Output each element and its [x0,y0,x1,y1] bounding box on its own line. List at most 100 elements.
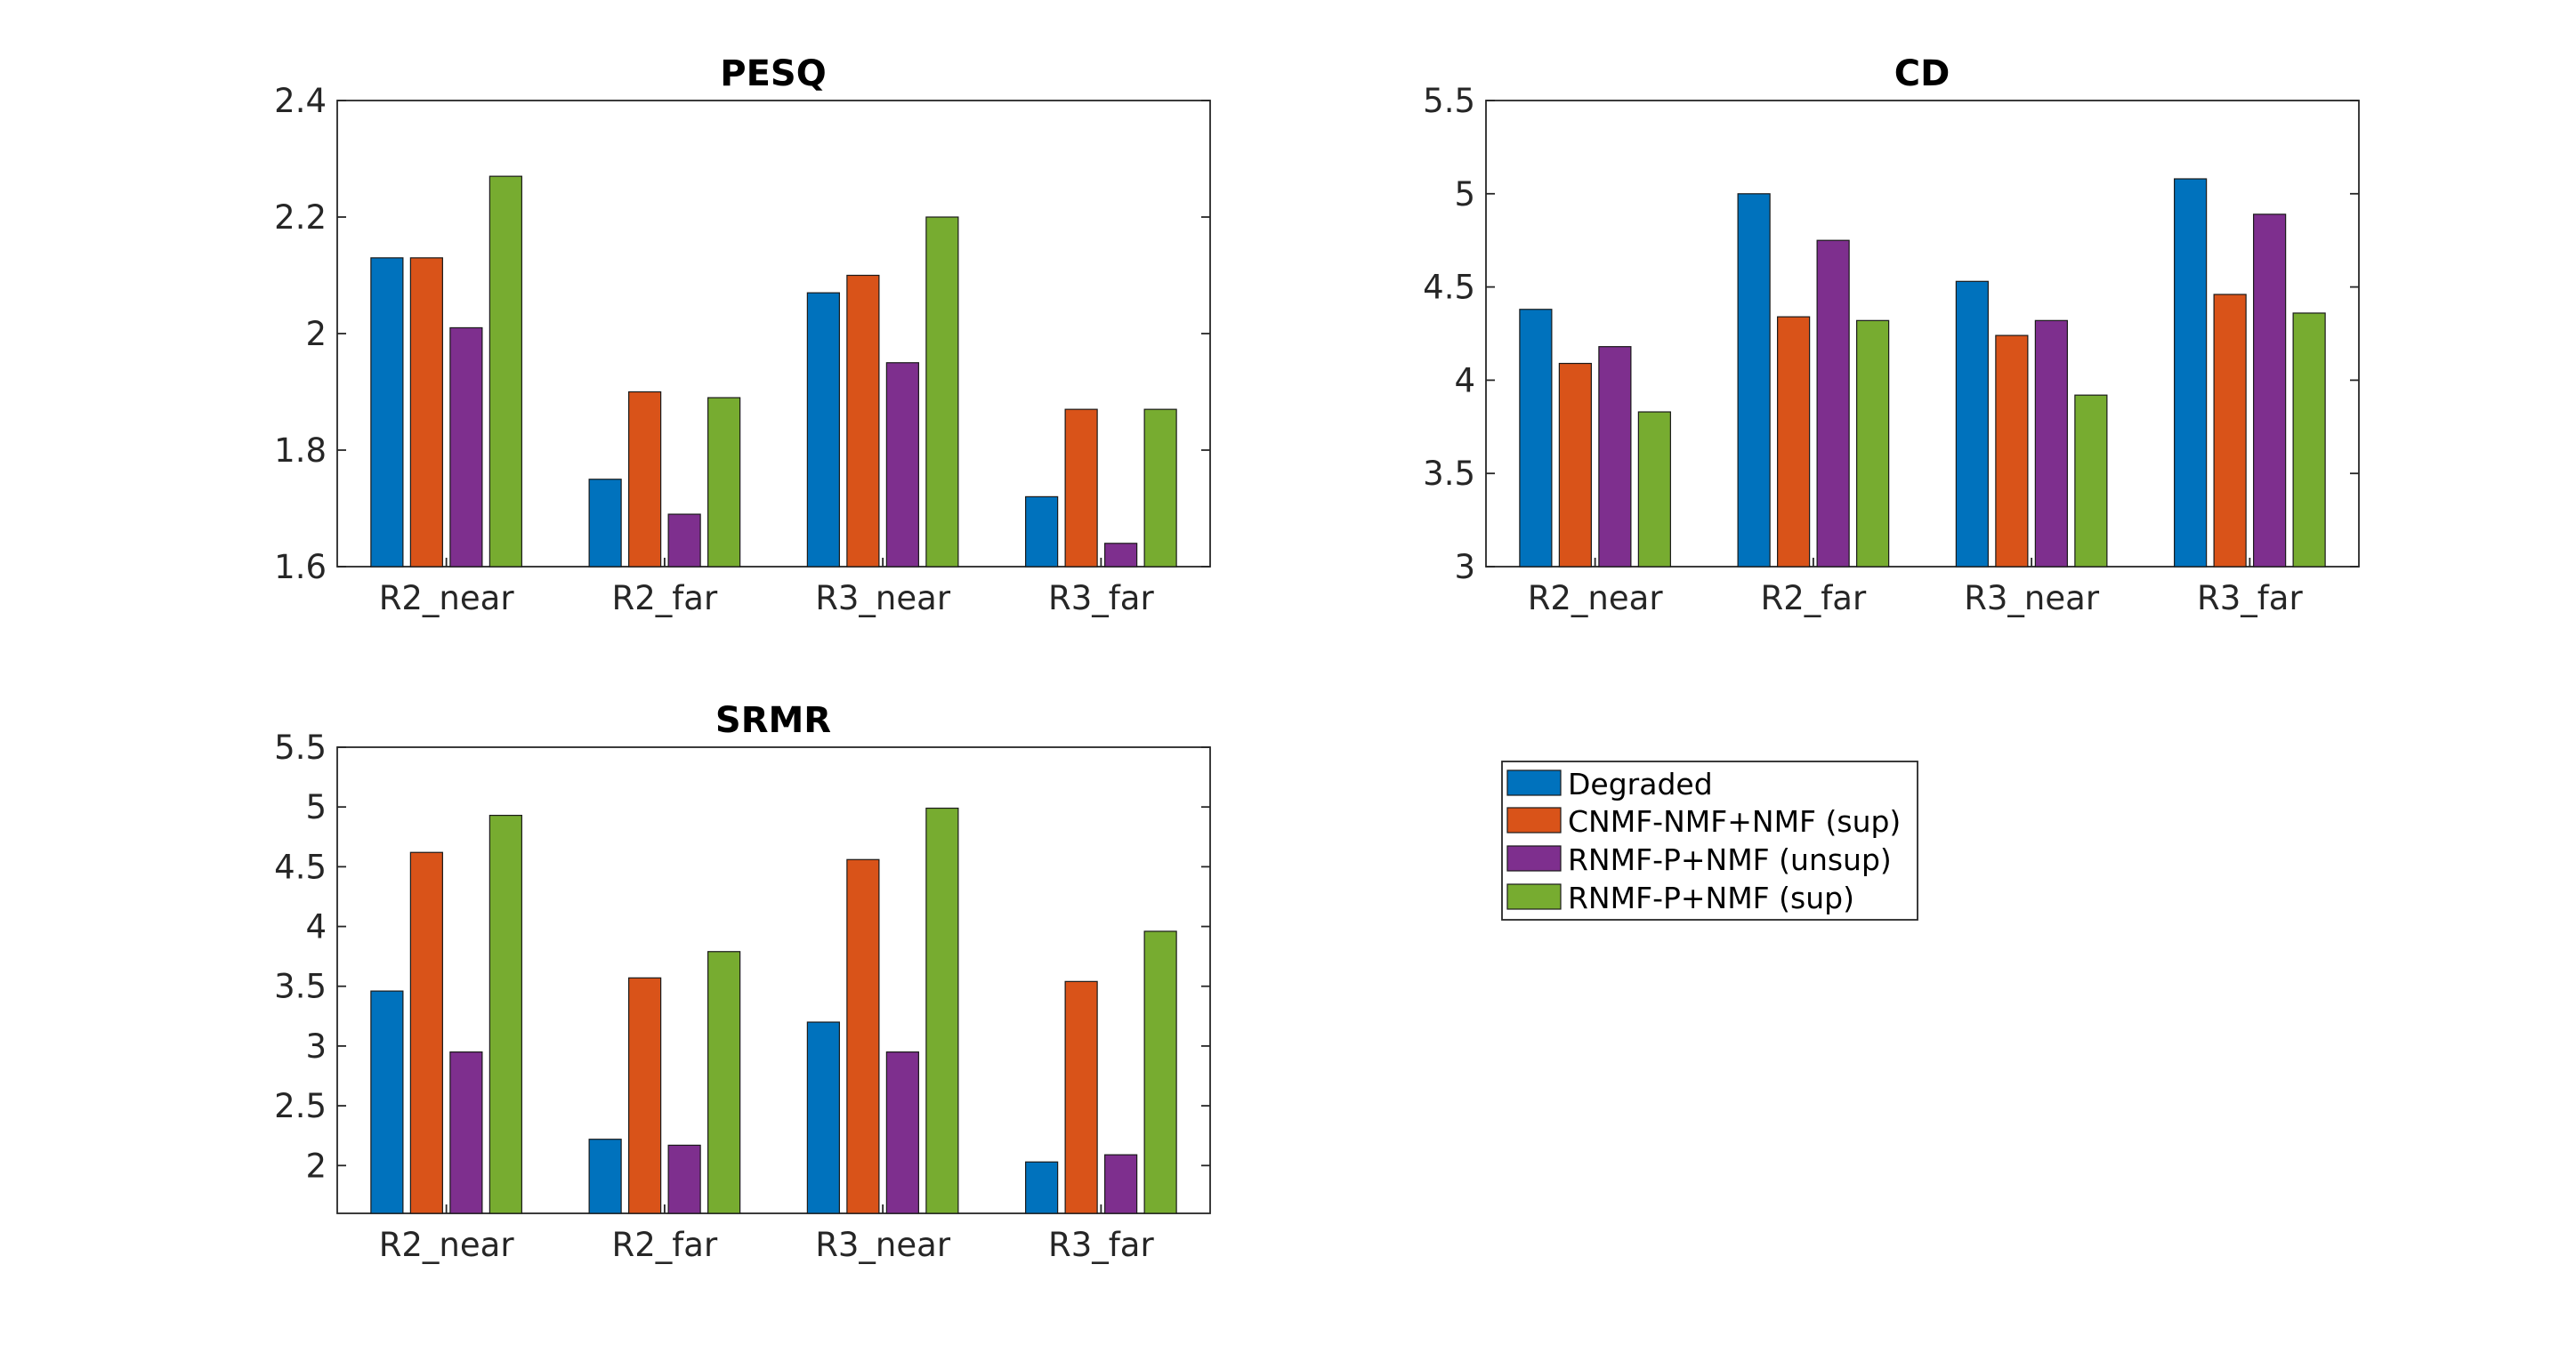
cd-bar-rnmf-sup [1856,319,1890,568]
srmr-bar-degraded [806,1021,840,1214]
legend-entry-rnmf-sup: RNMF-P+NMF (sup) [1506,881,1854,915]
srmr-chart-plot: 2 2.5 3 3.5 4 4.5 5 5.5 R2_near R2_far R3_near R3_f… [274,729,1211,1264]
legend-label-rnmf-sup: RNMF-P+NMF (sup) [1568,881,1854,915]
cd-bar-rnmf-unsup [2034,319,2068,568]
pesq-bar-degraded [1025,495,1059,568]
srmr-bar-rnmf-unsup [667,1144,701,1214]
legend-swatch-rnmf-unsup [1506,845,1562,872]
pesq-ytick-label: 2 [305,315,327,353]
srmr-bar-cnmf-sup [1064,980,1098,1214]
pesq-bar-cnmf-sup [409,257,443,568]
cd-ytick-label: 5 [1454,175,1475,213]
pesq-chart: PESQ 1.6 1.8 2 2.2 2.4 R2_near R2_far R3_near R3… [274,53,1211,617]
cd-bar-rnmf-sup [1637,411,1671,568]
pesq-xtick-label: R2_near [379,579,515,617]
pesq-bar-rnmf-sup [925,216,959,568]
srmr-ytick-label: 5 [305,788,327,826]
legend-label-degraded: Degraded [1568,767,1713,801]
pesq-ytick-label: 2.2 [274,198,327,237]
pesq-chart-plot: 1.6 1.8 2 2.2 2.4 R2_near R2_far R3_near R3_far [274,82,1211,617]
srmr-xtick-label: R2_far [612,1226,718,1264]
cd-bar-rnmf-unsup [2253,213,2287,568]
pesq-bar-rnmf-unsup [449,326,483,568]
srmr-ytick-label: 4.5 [274,848,327,886]
cd-ytick-label: 3 [1454,548,1475,586]
srmr-bar-degraded [588,1139,622,1214]
cd-chart-title: CD [1894,53,1950,94]
srmr-axes [336,746,1211,1214]
legend-entry-rnmf-unsup: RNMF-P+NMF (unsup) [1506,842,1892,877]
cd-bar-rnmf-sup [2292,312,2326,568]
srmr-bar-rnmf-sup [707,951,741,1214]
pesq-axes [336,100,1211,568]
cd-bar-rnmf-unsup [1816,239,1850,568]
srmr-xtick-label: R2_near [379,1226,515,1264]
legend: Degraded CNMF-NMF+NMF (sup) RNMF-P+NMF (… [1501,761,1918,921]
cd-xtick-label: R3_near [1964,579,2100,617]
cd-bar-rnmf-unsup [1598,346,1632,568]
pesq-xtick-label: R3_far [1048,579,1154,617]
srmr-ytick-label: 3 [305,1027,327,1066]
pesq-bar-rnmf-sup [1143,408,1177,568]
srmr-xtick-label: R3_far [1048,1226,1154,1264]
legend-swatch-cnmf-sup [1506,807,1562,834]
legend-label-cnmf-sup: CNMF-NMF+NMF (sup) [1568,804,1901,839]
cd-ytick-label: 4 [1454,361,1475,399]
pesq-chart-title: PESQ [720,53,826,94]
pesq-bar-degraded [806,292,840,568]
cd-bar-cnmf-sup [1995,334,2029,568]
srmr-bar-rnmf-sup [925,807,959,1214]
srmr-bar-degraded [1025,1161,1059,1214]
srmr-bar-rnmf-unsup [885,1051,919,1214]
srmr-bar-rnmf-unsup [449,1051,483,1214]
pesq-bar-cnmf-sup [628,391,662,568]
pesq-ytick-label: 2.4 [274,82,327,120]
cd-ytick-label: 3.5 [1423,455,1475,493]
legend-swatch-rnmf-sup [1506,883,1562,910]
cd-chart-plot: 3 3.5 4 4.5 5 5.5 R2_near R2_far R3_near R3_far [1423,82,2360,617]
cd-bar-degraded [2174,178,2208,568]
srmr-bar-cnmf-sup [846,858,880,1214]
cd-chart: CD 3 3.5 4 4.5 5 5.5 R2_near R2_far R3_near R3_fa… [1423,53,2360,617]
srmr-chart-title: SRMR [715,700,831,741]
pesq-bar-rnmf-unsup [885,362,919,568]
srmr-bar-rnmf-sup [489,814,522,1214]
srmr-bar-rnmf-sup [1143,930,1177,1214]
srmr-bar-cnmf-sup [628,977,662,1214]
cd-bar-cnmf-sup [1558,362,1592,568]
cd-bar-degraded [1955,280,1989,568]
srmr-chart: SRMR 2 2.5 3 3.5 4 4.5 5 5.5 R2_near R2_far R3_nea… [274,700,1211,1264]
srmr-ytick-label: 2 [305,1147,327,1185]
pesq-xtick-label: R2_far [612,579,718,617]
cd-xtick-label: R2_far [1761,579,1867,617]
cd-bar-degraded [1519,309,1553,568]
pesq-bar-rnmf-sup [707,397,741,568]
srmr-ytick-label: 5.5 [274,729,327,767]
pesq-ytick-label: 1.8 [274,431,327,470]
srmr-xtick-label: R3_near [815,1226,951,1264]
pesq-bar-rnmf-unsup [667,513,701,568]
pesq-xtick-label: R3_near [815,579,951,617]
cd-bar-degraded [1737,193,1771,568]
srmr-ytick-label: 3.5 [274,968,327,1006]
pesq-bar-cnmf-sup [846,274,880,568]
cd-bar-rnmf-sup [2074,394,2108,568]
legend-entry-degraded: Degraded [1506,767,1713,801]
cd-xtick-label: R2_near [1528,579,1664,617]
cd-axes [1485,100,2360,568]
pesq-bar-degraded [370,257,404,568]
pesq-bar-rnmf-unsup [1104,543,1138,568]
pesq-bar-rnmf-sup [489,175,522,568]
srmr-bar-cnmf-sup [409,851,443,1214]
srmr-ytick-label: 2.5 [274,1087,327,1125]
pesq-bar-degraded [588,479,622,568]
pesq-bar-cnmf-sup [1064,408,1098,568]
cd-bar-cnmf-sup [1777,316,1811,568]
pesq-ytick-label: 1.6 [274,548,327,586]
legend-swatch-degraded [1506,769,1562,796]
srmr-ytick-label: 4 [305,908,327,946]
srmr-bar-degraded [370,990,404,1214]
srmr-bar-rnmf-unsup [1104,1154,1138,1214]
cd-ytick-label: 5.5 [1423,82,1475,120]
